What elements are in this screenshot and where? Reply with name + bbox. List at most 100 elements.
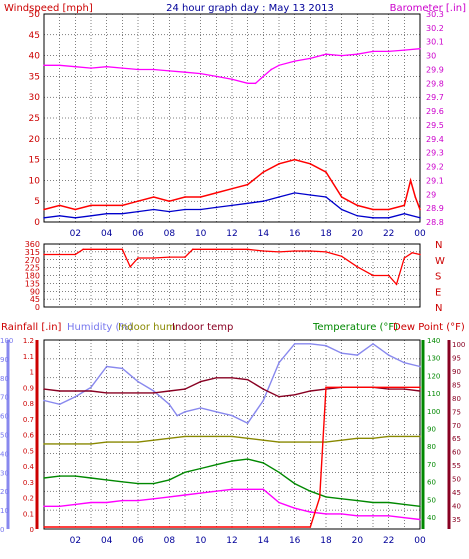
dewpoint-tick-label: 90 [452, 368, 461, 376]
rainfall-tick-label: 0.1 [23, 510, 34, 518]
barometer-tick-label: 29.6 [426, 107, 444, 116]
dewpoint-line-point [231, 488, 233, 491]
x-tick-label: 12 [226, 229, 237, 239]
compass-letter: E [435, 287, 441, 298]
windspeed-tick-label: 50 [29, 10, 41, 20]
wind-direction-point [74, 253, 77, 256]
temperature-line-point [231, 460, 233, 462]
indoor-hum-line-point [74, 443, 77, 445]
dewpoint-line-point [246, 488, 249, 491]
windspeed-gust-line-point [325, 171, 327, 173]
barometer-line-point [199, 72, 202, 75]
windspeed-tick-label: 0 [34, 218, 40, 228]
rainfall-tick-label: 1.2 [23, 337, 34, 345]
dewpoint-legend: Dew Point (°F) [393, 322, 465, 333]
x-tick-label: 08 [164, 229, 176, 239]
indoor-temp-legend: Indoor temp [172, 322, 233, 333]
wind-direction-point [395, 283, 398, 286]
temperature-line-point [403, 503, 406, 506]
indoor-hum-line-point [105, 441, 108, 443]
rainfall-tick-label: 0.8 [23, 400, 34, 408]
dewpoint-line-point [215, 490, 218, 493]
rainfall-line-point [43, 526, 45, 528]
dewpoint-tick-label: 70 [452, 422, 461, 430]
temperature-line-point [372, 501, 374, 504]
compass-letter: S [435, 272, 441, 283]
windspeed-gust-line-point [58, 204, 61, 207]
temperature-tick-label: 60 [427, 479, 436, 487]
dewpoint-line-point [419, 518, 421, 521]
windspeed-gust-line-point [372, 208, 374, 211]
indoor-hum-line-point [137, 441, 139, 443]
rainfall-tick-label: 0.3 [23, 479, 34, 487]
windspeed-avg-line-point [387, 217, 390, 219]
x-tick-label: 16 [289, 536, 301, 546]
temperature-tick-label: 110 [427, 390, 440, 398]
compass-letter: W [435, 256, 445, 267]
indoor-temp-line-point [90, 390, 92, 392]
dewpoint-tick-label: 60 [452, 449, 461, 457]
indoor-temp-line-point [43, 388, 45, 390]
dewpoint-line-point [43, 505, 45, 508]
barometer-line-point [121, 67, 124, 69]
indoor-hum-line-point [184, 435, 186, 438]
dewpoint-tick-label: 35 [452, 516, 461, 524]
barometer-line-point [184, 71, 186, 74]
barometer-line-point [215, 75, 218, 78]
temperature-tick-label: 50 [427, 496, 436, 504]
x-tick-label: 00 [414, 229, 426, 239]
windspeed-gust-line-point [403, 204, 406, 207]
barometer-tick-label: 29 [426, 190, 436, 199]
wind-direction-point [168, 256, 171, 258]
rainfall-line-point [231, 526, 233, 528]
indoor-temp-line-point [58, 390, 61, 392]
barometer-line-point [387, 50, 390, 53]
direction-tick-label: 135 [25, 279, 40, 288]
temperature-line-point [246, 458, 249, 460]
x-tick-label: 04 [101, 229, 113, 239]
rainfall-tick-label: 0.6 [23, 432, 35, 440]
direction-tick-label: 315 [25, 248, 40, 257]
x-tick-label: 14 [258, 536, 270, 546]
humidity-tick-label: 40 [0, 450, 9, 458]
barometer-axis-label: Barometer [.in] [390, 3, 466, 14]
indoor-hum-line-point [262, 439, 265, 441]
windspeed-gust-line-point [262, 171, 265, 173]
temperature-line-point [74, 475, 77, 477]
humidity-line-point [105, 365, 108, 368]
windspeed-avg-line-point [43, 217, 45, 219]
windspeed-tick-label: 35 [29, 72, 40, 82]
indoor-hum-line-point [278, 441, 280, 443]
dewpoint-line-point [137, 499, 139, 502]
temperature-line-point [340, 497, 343, 500]
wind-direction-point [340, 255, 343, 258]
dewpoint-line-point [184, 494, 186, 496]
barometer-tick-label: 28.9 [426, 204, 444, 213]
humidity-line-point [372, 342, 374, 345]
indoor-hum-line-point [43, 443, 45, 445]
temperature-legend: Temperature (°F) [312, 322, 398, 333]
temperature-line-point [152, 482, 155, 485]
rainfall-tick-label: 0.2 [23, 495, 34, 503]
windspeed-avg-line-point [152, 208, 155, 211]
humidity-line-point [387, 354, 390, 356]
barometer-line-point [254, 82, 257, 85]
windspeed-gust-line-point [278, 162, 280, 165]
indoor-hum-line-point [231, 435, 233, 438]
wind-direction-point [184, 256, 186, 258]
temperature-tick-label: 90 [427, 426, 436, 434]
barometer-line-point [293, 60, 296, 62]
dewpoint-tick-label: 85 [452, 381, 461, 389]
wind-direction-point [246, 248, 249, 251]
windspeed-avg-line-point [419, 217, 421, 219]
dewpoint-tick-label: 75 [452, 408, 461, 416]
indoor-hum-line-point [152, 439, 155, 441]
windspeed-tick-label: 25 [29, 114, 40, 124]
wind-direction-point [278, 251, 280, 253]
humidity-line-point [340, 352, 343, 355]
indoor-hum-line-point [309, 441, 312, 443]
indoor-temp-line-point [403, 388, 406, 390]
barometer-tick-label: 29.5 [426, 121, 444, 130]
x-tick-label: 20 [352, 536, 364, 546]
